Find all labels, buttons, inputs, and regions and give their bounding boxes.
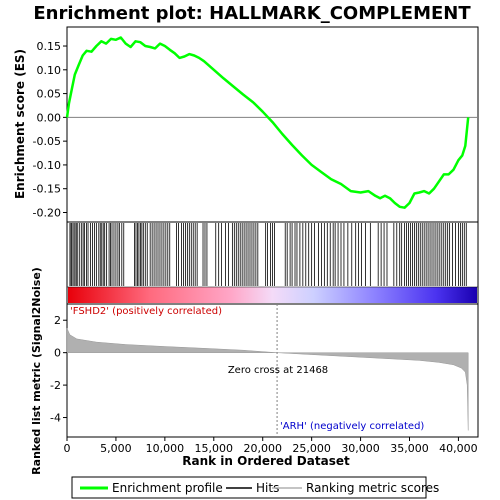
rank-color-bar <box>68 287 477 303</box>
zero-cross-label: Zero cross at 21468 <box>228 365 328 376</box>
es-y-axis-label: Enrichment score (ES) <box>13 49 27 199</box>
chart-title: Enrichment plot: HALLMARK_COMPLEMENT <box>33 3 471 24</box>
es-y-tick-label: -0.10 <box>33 159 61 172</box>
es-y-tick-label: -0.20 <box>33 206 61 219</box>
x-tick-label: 25,000 <box>292 442 331 455</box>
metric-y-tick-label: 0 <box>54 347 61 360</box>
x-tick-label: 30,000 <box>341 442 380 455</box>
metric-y-tick-label: -4 <box>50 412 61 425</box>
es-y-tick-label: -0.05 <box>33 135 61 148</box>
es-y-tick-label: 0.10 <box>37 64 62 77</box>
es-y-tick-label: 0.05 <box>37 88 62 101</box>
es-y-tick-label: 0.15 <box>37 40 62 53</box>
hits-series <box>69 223 467 286</box>
ranking-metric-series <box>66 328 469 431</box>
positive-correlation-label: 'FSHD2' (positively correlated) <box>70 306 222 317</box>
x-tick-label: 5,000 <box>100 442 132 455</box>
enrichment-profile-series <box>65 36 470 209</box>
x-tick-label: 35,000 <box>390 442 429 455</box>
negative-correlation-label: 'ARH' (negatively correlated) <box>280 421 424 432</box>
x-tick-label: 40,000 <box>439 442 478 455</box>
x-tick-label: 15,000 <box>195 442 234 455</box>
x-tick-label: 0 <box>64 442 71 455</box>
ranking-metric-area <box>66 328 469 431</box>
legend: Enrichment profile Hits Ranking metric s… <box>71 476 439 499</box>
metric-panel-frame <box>66 303 479 438</box>
metric-y-tick-label: -2 <box>50 379 61 392</box>
es-y-tick-label: -0.15 <box>33 183 61 196</box>
x-tick-label: 10,000 <box>146 442 185 455</box>
x-tick-label: 20,000 <box>243 442 282 455</box>
legend-metric-label: Ranking metric scores <box>306 481 439 495</box>
x-axis-label: Rank in Ordered Dataset <box>182 454 350 468</box>
metric-y-axis-label: Ranked list metric (Signal2Noise) <box>30 267 43 475</box>
enrichment-profile-line <box>65 36 470 209</box>
x-axis-ticks: 0 5,000 10,000 15,000 20,000 25,000 30,000 35,0… <box>64 437 478 455</box>
legend-hits-label: Hits <box>256 481 279 495</box>
metric-y-tick-label: 2 <box>54 314 61 327</box>
legend-profile-label: Enrichment profile <box>112 481 223 495</box>
es-y-tick-label: 0.00 <box>37 111 62 124</box>
metric-y-ticks: 2 0 -2 -4 <box>50 314 67 425</box>
es-y-ticks: 0.15 0.10 0.05 0.00 -0.05 -0.10 -0.15 -0.20 <box>33 40 67 219</box>
